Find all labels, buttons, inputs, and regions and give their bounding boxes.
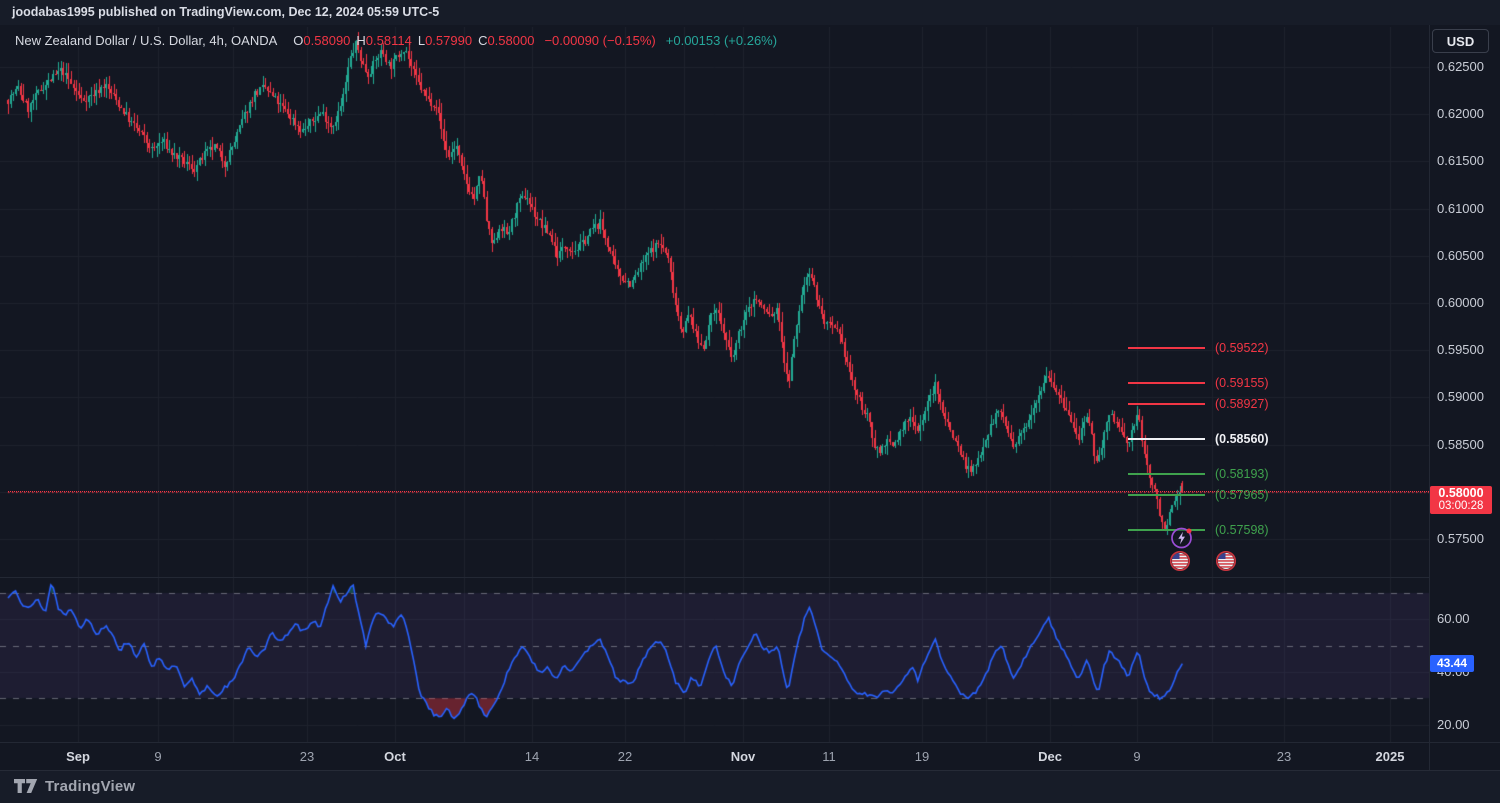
price-pane-canvas[interactable]: [0, 27, 1429, 578]
published-text: joodabas1995 published on TradingView.co…: [12, 5, 440, 19]
price-level-label: (0.59522): [1215, 341, 1269, 356]
published-bar: joodabas1995 published on TradingView.co…: [0, 0, 1500, 25]
price-level-label: (0.57598): [1215, 522, 1269, 537]
price-level-line[interactable]: [1128, 528, 1205, 531]
time-tick-label: Nov: [730, 749, 756, 764]
price-tick-label: 0.57500: [1437, 531, 1484, 546]
price-tick-label: 0.62500: [1437, 59, 1484, 74]
legend-ohlc-label: H: [356, 33, 366, 48]
legend-ohlc-value: 0.58000: [487, 33, 535, 48]
price-tick-label: 0.58500: [1437, 436, 1484, 452]
tradingview-logo-text: TradingView: [45, 778, 136, 795]
price-level-line[interactable]: [1128, 347, 1205, 350]
time-tick-label: Sep: [66, 749, 90, 764]
rsi-value-badge: 43.44: [1430, 655, 1474, 672]
legend-change-value: +0.00153 (+0.26%): [665, 33, 778, 48]
time-tick-label: 11: [822, 749, 836, 764]
price-tick-label: 0.59000: [1437, 389, 1484, 405]
price-level-label: (0.58927): [1215, 397, 1269, 412]
price-level-line[interactable]: [1128, 437, 1205, 440]
time-tick-label: 23: [299, 749, 315, 764]
time-tick-label: 14: [524, 749, 540, 764]
footer-bar: TradingView: [0, 770, 1500, 803]
price-tick-label: 0.60500: [1437, 247, 1484, 263]
us-flag-icon[interactable]: [1169, 550, 1191, 577]
time-axis[interactable]: Sep 9 23 Oct 14 22 Nov 11 19 Dec 9 23 2025: [0, 742, 1500, 769]
time-tick-label: Dec: [1038, 749, 1062, 764]
us-flag-icon[interactable]: [1215, 550, 1237, 577]
last-price-value: 0.58000: [1438, 486, 1484, 500]
price-level-line[interactable]: [1128, 403, 1205, 406]
legend-ohlc-label: O: [293, 33, 304, 48]
time-tick-label: 23: [1276, 749, 1292, 764]
currency-button[interactable]: USD: [1432, 29, 1489, 53]
legend-ohlc-label: C: [478, 33, 488, 48]
economic-event-lightning-icon[interactable]: [1170, 526, 1194, 555]
bar-countdown: 03:00:28: [1438, 500, 1484, 512]
price-level-line[interactable]: [1128, 381, 1205, 384]
legend-ohlc-value: 0.58090: [303, 33, 351, 48]
rsi-pane-canvas[interactable]: [0, 578, 1429, 742]
time-tick-label: 2025: [1375, 749, 1405, 764]
price-tick-label: 0.60000: [1437, 295, 1484, 310]
symbol-legend[interactable]: New Zealand Dollar / U.S. Dollar, 4h, OA…: [15, 33, 777, 48]
legend-ohlc-label: L: [417, 33, 426, 48]
time-tick-label: 22: [617, 749, 633, 764]
price-level-label: (0.59155): [1215, 375, 1269, 390]
price-level-label: (0.58193): [1215, 466, 1269, 481]
price-level-label: (0.58560): [1215, 431, 1269, 446]
price-tick-label: 0.61000: [1437, 200, 1484, 216]
price-scale-separator: [1429, 25, 1430, 770]
tradingview-logo-icon: [14, 779, 38, 793]
time-tick-label: Oct: [384, 749, 406, 764]
rsi-tick-label: 60.00: [1437, 611, 1470, 627]
time-tick-label: 9: [154, 749, 162, 764]
price-tick-label: 0.59500: [1437, 342, 1484, 358]
time-tick-label: 9: [1133, 749, 1141, 764]
price-level-line[interactable]: [1128, 472, 1205, 475]
legend-values: O0.58090 H0.58114 L0.57990 C0.58000 −0.00090…: [287, 33, 777, 48]
price-tick-label: 0.62000: [1437, 106, 1484, 122]
price-level-label: (0.57965): [1215, 488, 1269, 503]
last-price-badge: 0.58000 03:00:28: [1430, 486, 1492, 514]
legend-change-value: −0.00090 (−0.15%): [544, 33, 656, 48]
pane-separator[interactable]: [0, 577, 1429, 578]
current-price-line: [8, 491, 1429, 492]
time-tick-label: 19: [914, 749, 930, 764]
price-tick-label: 0.61500: [1437, 153, 1484, 169]
symbol-title: New Zealand Dollar / U.S. Dollar, 4h, OA…: [15, 33, 278, 48]
legend-ohlc-value: 0.57990: [425, 33, 473, 48]
price-level-line[interactable]: [1128, 494, 1205, 497]
rsi-tick-label: 20.00: [1437, 716, 1470, 732]
tradingview-logo[interactable]: TradingView: [14, 778, 135, 795]
legend-ohlc-value: 0.58114: [365, 33, 412, 48]
